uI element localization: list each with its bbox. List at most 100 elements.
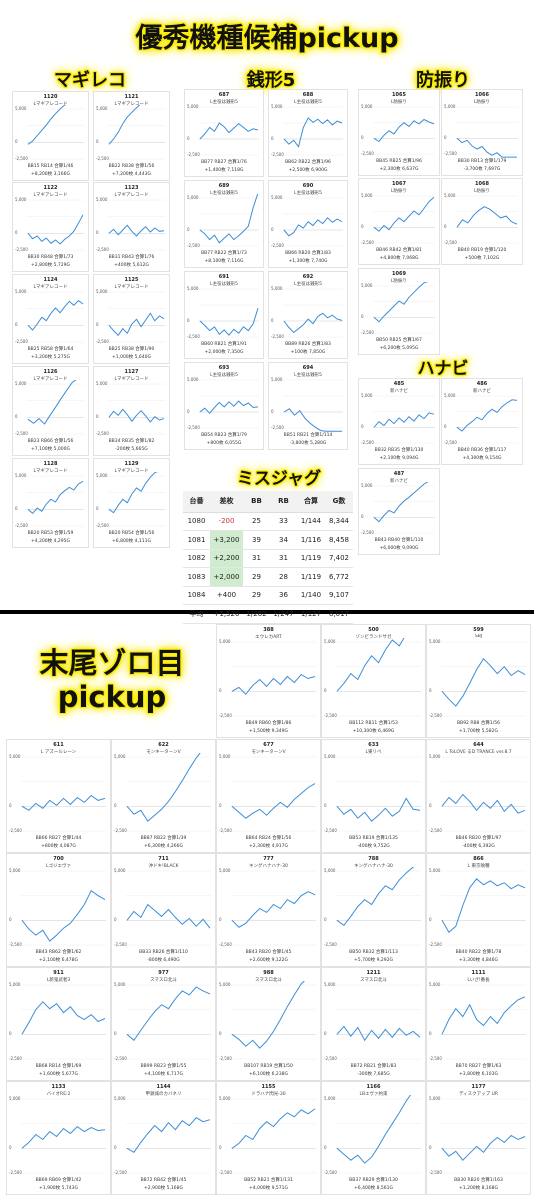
cumulative-line-chart [21,1098,106,1174]
machine-name: 甲鉄城のカバネリ [145,1092,182,1097]
cumulative-line-chart [373,106,435,155]
machine-number: 611 [53,742,64,748]
y-tick-label: -2,500 [187,425,200,430]
bouburi-heading: 防振り [416,70,470,91]
bonus-stats: BB77 RB27 合算1/76 [201,160,247,165]
machine-number: 1177 [471,1084,486,1090]
machine-number: 687 [218,92,230,98]
chart-card: 1144 甲鉄城のカバネリ 5,000 0 -2,500 BB72 RB42 合算1/45… [111,1081,216,1195]
machine-number: 690 [302,183,314,189]
chart-card: 1129 Lマギアレコード 5,000 0 -2,500 BB20 RB54 合算1/56… [93,458,170,548]
y-tick-label: 5,000 [96,289,108,294]
chart-card: 1128 Lマギアレコード 5,000 0 -2,500 BB20 RB53 合算1/59… [12,458,89,548]
machine-name: Lマギアレコード [33,377,68,382]
machine-number: 692 [302,274,314,280]
chart-card: 485 新ハナビ 5,000 0 -2,500 BB32 RB35 合算1/130 +2,1… [358,378,440,465]
cumulative-line-chart [441,756,526,832]
y-tick-label: 0 [9,803,12,809]
table-cell: 1/140 [297,586,325,605]
y-tick-label: 5,000 [444,104,456,109]
chart-card: 1133 バイオRE:2 5,000 0 -2,500 BB69 RB69 合算1/42 +… [6,1081,111,1195]
y-tick-label: 5,000 [187,195,199,200]
cumulative-line-chart [108,472,165,527]
chart-card: 690 L主役は銭形5 5,000 0 -2,500 BB66 RB20 合算1/83 +1… [268,180,348,268]
y-tick-label: 5,000 [9,1096,21,1101]
y-tick-label: 5,000 [429,639,441,644]
y-tick-label: -2,500 [444,240,457,245]
y-tick-label: 0 [96,414,99,420]
y-tick-label: 5,000 [444,393,456,398]
y-tick-label: 5,000 [271,286,283,291]
bonus-stats: BB22 RB38 合算1/56 [108,164,155,169]
table-cell: 33 [270,512,297,531]
y-tick-label: 5,000 [15,473,27,478]
chart-card: 693 L主役は銭形5 5,000 0 -2,500 BB54 RB23 合算1/79 +8… [184,362,264,450]
bonus-stats: BB99 RB23 合算1/55 [140,1064,187,1069]
series-line [126,1117,211,1153]
y-tick-label: 0 [15,230,18,236]
y-tick-label: 5,000 [444,193,456,198]
y-tick-label: -2,500 [271,152,284,157]
series-line [21,1125,106,1149]
result-stats: +3,200枚 5,275G [31,355,70,360]
series-line [441,1134,526,1161]
result-stats: +1,400枚 7,118G [204,168,244,173]
y-tick-label: 5,000 [361,483,373,488]
bonus-stats: BB87 RB22 合算1/39 [140,836,187,841]
result-stats: +4,200枚 4,295G [31,539,70,544]
machine-number: 911 [53,970,64,976]
machine-number: 1127 [124,369,139,375]
bonus-stats: BB30 RB13 合算1/179 [457,159,507,164]
machine-name: Lマギアレコード [114,102,149,107]
table-cell: 8,017 [325,604,353,624]
y-tick-label: 0 [114,1145,117,1151]
bonus-stats: BB25 RB38 合算1/90 [108,347,155,352]
series-line [108,472,158,514]
chart-card: 1121 Lマギアレコード 5,000 0 -2,500 BB22 RB38 合算1/56… [93,91,170,181]
y-tick-label: 5,000 [96,381,108,386]
machine-number: 1111 [471,970,486,976]
machine-number: 487 [393,471,405,477]
y-tick-label: 0 [271,409,274,414]
machine-name: L主役は銭形5 [294,282,322,287]
cumulative-line-chart [441,870,526,946]
y-tick-label: 5,000 [219,639,231,644]
machine-number: 700 [53,856,64,862]
y-tick-label: 0 [429,917,432,923]
result-stats: -3,800枚 5,280G [289,441,327,446]
table-row: 平均 +1,520 1/262 1/247 1/127 8,017 [183,604,353,624]
result-stats: +6,800枚 4,111G [112,539,151,544]
y-tick-label: 0 [324,1145,327,1151]
cumulative-line-chart [441,984,526,1060]
cumulative-line-chart [126,870,211,946]
result-stats: +2,900枚 5,168G [144,1186,183,1191]
table-cell: 1082 [183,549,210,568]
bonus-stats: BB40 RB36 合算1/117 [457,448,507,453]
bonus-stats: BB32 RB35 合算1/130 [374,448,424,453]
cumulative-line-chart [126,753,211,832]
y-tick-label: 5,000 [219,868,231,873]
y-tick-label: 0 [114,917,117,923]
chart-card: 644 L ToLOVE るD TRANCE ver.8.7 5,000 0 -2,50… [426,739,531,853]
cumulative-line-chart [441,641,526,717]
y-tick-label: 0 [114,1031,117,1037]
machine-name: モンキーターンV [146,750,181,755]
y-tick-label: 0 [361,314,364,320]
y-tick-label: 5,000 [15,381,27,386]
y-tick-label: 0 [15,506,18,512]
series-line [108,408,165,423]
table-cell: +2,200 [210,549,243,568]
cumulative-line-chart [441,1098,526,1174]
machine-number: 1123 [124,185,139,191]
machine-name: Lマギアレコード [114,193,149,198]
result-stats: +1,700枚 5,582G [459,729,498,734]
y-tick-label: -2,500 [429,1056,442,1061]
y-tick-label: -2,500 [15,339,28,344]
bonus-stats: BB68 RB14 合算1/69 [35,1064,82,1069]
bonus-stats: BB54 RB23 合算1/79 [201,433,247,438]
table-cell: 1083 [183,567,210,587]
cumulative-line-chart [336,756,421,832]
machine-number: 1126 [43,369,58,375]
machine-name: L東リベ [365,750,382,755]
y-tick-label: -2,500 [187,243,200,248]
